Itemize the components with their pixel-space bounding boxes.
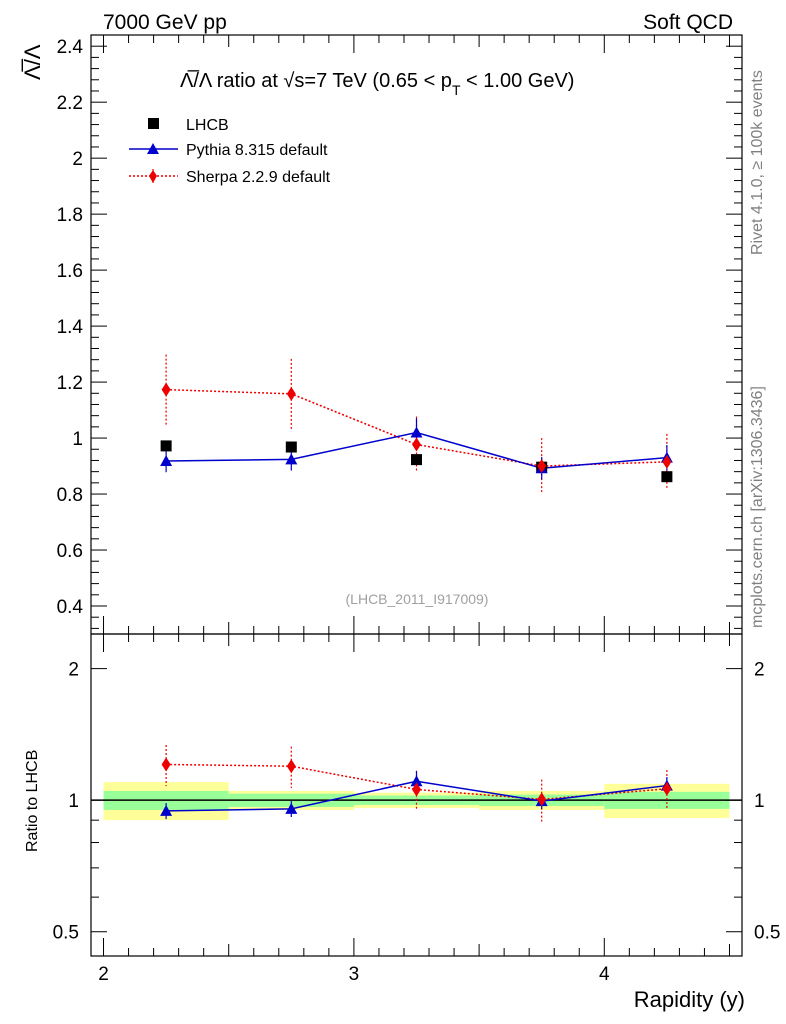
ratio-y-axis-label: Ratio to LHCB bbox=[24, 750, 41, 852]
collision-label: 7000 GeV pp bbox=[103, 11, 227, 34]
ratio-tick-label: 0.5 bbox=[53, 923, 79, 944]
x-tick-label: 4 bbox=[599, 964, 610, 985]
ratio-point-sherpa bbox=[286, 759, 296, 774]
data-point-sherpa bbox=[161, 382, 171, 397]
source-label: mcplots.cern.ch [arXiv:1306.3436] bbox=[749, 386, 766, 628]
data-point-lhcb bbox=[411, 454, 422, 466]
y-tick-label: 2.2 bbox=[57, 93, 83, 114]
data-point-lhcb bbox=[160, 440, 172, 452]
legend-marker-pythia bbox=[147, 143, 159, 154]
category-label: Soft QCD bbox=[643, 11, 733, 34]
ratio-point-pythia bbox=[410, 775, 423, 787]
ratio-tick-label-right: 1 bbox=[754, 791, 765, 812]
legend-label-sherpa: Sherpa 2.2.9 default bbox=[186, 169, 331, 186]
ratio-tick-label-right: 0.5 bbox=[754, 923, 780, 944]
ratio-plot-panel: 2 3 4 0.5 0.5 1 1 2 2 bbox=[53, 633, 780, 985]
analysis-watermark: (LHCB_2011_I917009) bbox=[346, 591, 489, 607]
x-axis-label: Rapidity (y) bbox=[634, 987, 745, 1012]
y-tick-label: 1.6 bbox=[57, 261, 83, 282]
data-point-pythia bbox=[160, 455, 173, 467]
legend-label-lhcb: LHCB bbox=[186, 117, 229, 134]
x-tick-label: 2 bbox=[98, 964, 109, 985]
data-point-pythia bbox=[285, 453, 298, 465]
data-point-sherpa bbox=[412, 437, 421, 452]
y-tick-label: 1.4 bbox=[57, 317, 84, 338]
plot-title: Λ̅/Λ ratio at √s=7 TeV (0.65 < pT < 1.00… bbox=[180, 69, 574, 98]
legend-marker-sherpa bbox=[149, 170, 157, 183]
ratio-point-sherpa bbox=[412, 782, 421, 797]
ratio-tick-label: 1 bbox=[68, 791, 79, 812]
y-tick-label: 0.4 bbox=[57, 597, 84, 618]
legend-label-pythia: Pythia 8.315 default bbox=[186, 142, 328, 159]
rivet-label: Rivet 4.1.0, ≥ 100k events bbox=[749, 70, 766, 255]
ratio-point-sherpa bbox=[662, 781, 672, 796]
ratio-point-pythia bbox=[285, 802, 298, 814]
data-point-pythia bbox=[410, 426, 423, 438]
y-tick-label: 0.6 bbox=[57, 541, 83, 562]
x-tick-label: 3 bbox=[349, 964, 360, 985]
y-axis-label: Λ̅/Λ bbox=[20, 44, 45, 80]
y-tick-label: 1 bbox=[72, 429, 83, 450]
data-point-lhcb bbox=[285, 441, 297, 453]
ratio-point-sherpa bbox=[161, 757, 171, 772]
data-point-lhcb bbox=[661, 471, 673, 483]
legend-marker-lhcb bbox=[148, 118, 159, 129]
y-tick-label: 1.8 bbox=[57, 205, 83, 226]
ratio-point-sherpa bbox=[537, 792, 547, 807]
y-tick-label: 1.2 bbox=[57, 373, 83, 394]
main-plot-panel: 0.4 0.6 0.8 1 1.2 1.4 1.6 1.8 2 2.2 2.4 bbox=[57, 34, 743, 635]
y-tick-label: 2.4 bbox=[57, 37, 84, 58]
ratio-tick-label-right: 2 bbox=[754, 660, 765, 681]
data-point-sherpa bbox=[662, 454, 672, 469]
legend: LHCB Pythia 8.315 default Sherpa 2.2.9 d… bbox=[129, 117, 331, 186]
ratio-point-pythia bbox=[160, 804, 173, 816]
data-point-sherpa bbox=[286, 386, 296, 401]
y-tick-label: 0.8 bbox=[57, 485, 83, 506]
y-tick-label: 2 bbox=[72, 149, 83, 170]
data-point-sherpa bbox=[537, 459, 547, 474]
ratio-frame bbox=[90, 633, 743, 957]
ratio-tick-label: 2 bbox=[68, 660, 79, 681]
